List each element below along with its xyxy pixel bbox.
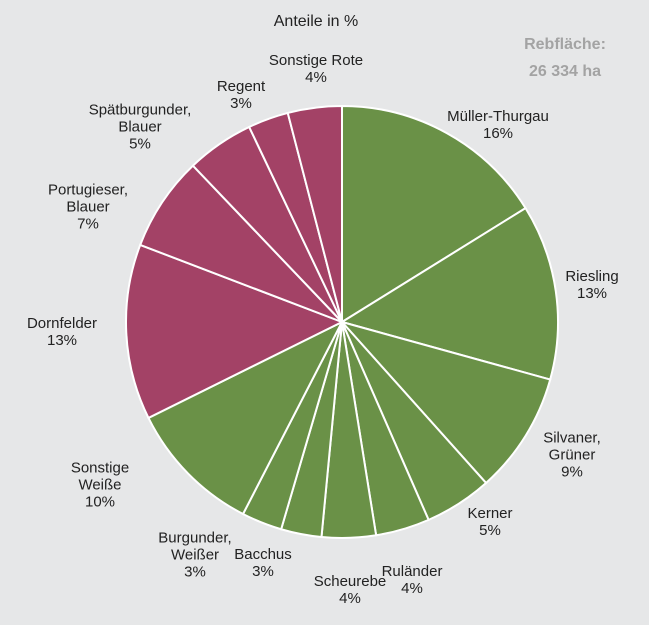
pie-slice <box>338 320 552 485</box>
slice-label: Regent 3% <box>217 78 265 112</box>
value-label: 4% <box>305 69 327 86</box>
annotation: 26 334 ha <box>528 63 602 80</box>
category-name: Regent <box>216 78 266 95</box>
value-label: 4% <box>339 590 361 607</box>
value-label: 3% <box>230 95 252 112</box>
value-label: 3% <box>252 563 274 580</box>
category-name: Scheurebe <box>313 573 387 590</box>
category-name: Silvaner, Grüner <box>543 429 601 464</box>
category-name: Bacchus <box>234 546 292 563</box>
value-label: 13% <box>46 332 78 349</box>
slice-label: Sonstige Rote 4% <box>269 52 363 86</box>
value-label: 10% <box>84 493 116 511</box>
value-label: 5% <box>479 522 501 539</box>
pie-slice <box>125 243 345 420</box>
pie-slice <box>341 104 527 324</box>
slice-label: Dornfelder 13% <box>27 315 97 349</box>
category-name: Ruländer <box>381 563 443 580</box>
slice-label: Sonstige Weiße 10% <box>60 460 140 511</box>
pie-slice <box>147 319 345 516</box>
value-label: 7% <box>77 215 99 233</box>
slice-label: Portugieser, Blauer 7% <box>38 182 138 233</box>
slice-label: Riesling 13% <box>565 268 618 302</box>
category-name: Kerner <box>467 505 513 522</box>
value-label: 9% <box>561 463 583 481</box>
value-label: 13% <box>576 285 608 302</box>
slice-label: Müller-Thurgau 16% <box>447 108 549 142</box>
value-label: 4% <box>401 580 423 597</box>
category-name: Müller-Thurgau <box>447 108 549 125</box>
category-name: Spätburgunder, Blauer <box>88 101 192 136</box>
slice-label: Ruländer 4% <box>382 563 443 597</box>
slice-label: Kerner 5% <box>467 505 512 539</box>
category-name: Riesling <box>565 268 619 285</box>
chart-title: Anteile in % <box>273 13 359 30</box>
slice-label: Bacchus 3% <box>234 546 292 580</box>
category-name: Portugieser, Blauer <box>47 181 129 216</box>
value-label: 5% <box>129 135 151 153</box>
category-name: Burgunder, Weißer <box>158 529 232 564</box>
pie-slice <box>286 104 343 323</box>
slice-label: Burgunder, Weißer 3% <box>145 530 245 581</box>
slice-label: Spätburgunder, Blauer 5% <box>75 102 205 153</box>
value-label: 16% <box>482 125 514 142</box>
category-name: Sonstige Rote <box>268 52 364 69</box>
value-label: 3% <box>184 563 206 581</box>
annotation: Rebfläche: <box>524 36 606 53</box>
category-name: Sonstige Weiße <box>70 459 130 494</box>
category-name: Dornfelder <box>26 315 98 332</box>
slice-label: Scheurebe 4% <box>314 573 387 607</box>
slice-label: Silvaner, Grüner 9% <box>532 430 612 481</box>
